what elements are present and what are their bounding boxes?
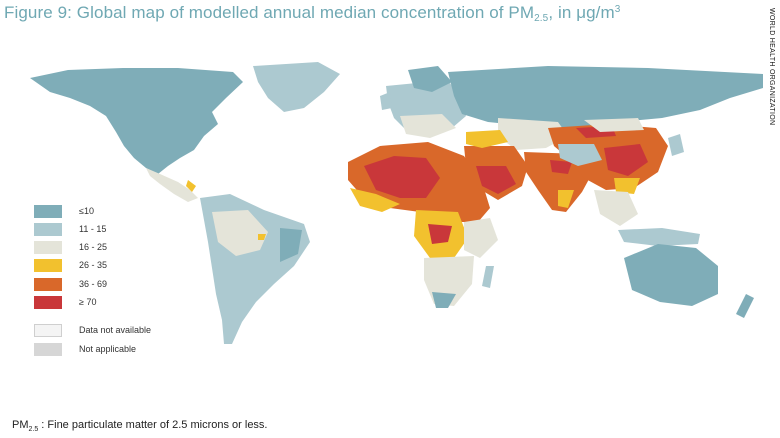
map-region-russia <box>448 66 763 128</box>
map-region-uk <box>380 92 392 110</box>
map-region-scandinavia <box>408 66 452 92</box>
map-region-amazon <box>212 210 268 256</box>
legend-swatch <box>34 241 62 254</box>
legend-swatch <box>34 343 62 356</box>
map-region-tibet <box>558 144 602 166</box>
map-region-australia <box>624 244 718 306</box>
title-subscript: 2.5 <box>534 13 549 24</box>
map-region-china-red <box>604 144 648 176</box>
title-suffix: , in μg/m <box>548 3 615 22</box>
legend-label: Not applicable <box>79 344 137 354</box>
map-region-brazil-east <box>280 228 302 262</box>
legend-label: 16 - 25 <box>79 242 108 252</box>
map-region-south-africa-tip <box>432 292 456 308</box>
map-region-southeast-asia <box>594 190 638 226</box>
legend-label: ≤10 <box>79 206 94 216</box>
map-region-turkey-yellow <box>466 130 508 148</box>
title-prefix: Figure 9: Global map of modelled annual … <box>4 3 535 22</box>
map-region-southeast-china-yellow <box>614 178 640 194</box>
map-region-sahara-red <box>364 156 440 198</box>
legend-swatch <box>34 259 62 272</box>
figure-title: Figure 9: Global map of modelled annual … <box>4 3 620 24</box>
map-region-indonesia <box>618 228 700 246</box>
map-region-mongolia <box>584 118 644 132</box>
map-region-india-red <box>550 160 572 174</box>
footnote-text: : Fine particulate matter of 2.5 microns… <box>38 419 268 431</box>
map-region-east-africa <box>464 218 498 258</box>
legend-label: ≥ 70 <box>79 297 97 307</box>
legend-swatch <box>34 205 62 218</box>
map-region-south-india-yellow <box>558 190 574 208</box>
footnote-prefix: PM <box>12 419 29 431</box>
map-region-madagascar <box>482 266 494 288</box>
map-region-korea-japan <box>668 134 684 156</box>
map-region-brazil-yellow <box>258 234 266 240</box>
legend-label: 36 - 69 <box>79 279 108 289</box>
footnote-subscript: 2.5 <box>28 426 39 433</box>
map-region-central-asia <box>498 118 568 150</box>
map-region-europe-south <box>400 114 456 138</box>
legend-swatch <box>34 223 62 236</box>
map-region-west-africa-yellow <box>350 188 400 212</box>
map-region-central-africa-red <box>428 224 452 244</box>
map-region-arabia-red <box>476 166 516 194</box>
map-region-greenland <box>253 62 340 112</box>
map-region-new-zealand <box>736 294 754 318</box>
map-region-mexico-yellow <box>186 180 196 192</box>
who-side-label: WORLD HEALTH ORGANIZATION <box>768 8 775 126</box>
legend-label: 11 - 15 <box>79 224 107 234</box>
map-region-central-america <box>146 168 198 202</box>
legend-label: Data not available <box>79 325 152 335</box>
legend-label: 26 - 35 <box>79 260 108 270</box>
legend-swatch <box>34 296 62 309</box>
title-superscript: 3 <box>614 4 621 15</box>
footnote: PM2.5 : Fine particulate matter of 2.5 m… <box>12 419 268 433</box>
legend-swatch <box>34 324 62 337</box>
world-map <box>30 62 763 344</box>
map-region-north-america <box>30 68 243 174</box>
legend-swatch <box>34 278 62 291</box>
